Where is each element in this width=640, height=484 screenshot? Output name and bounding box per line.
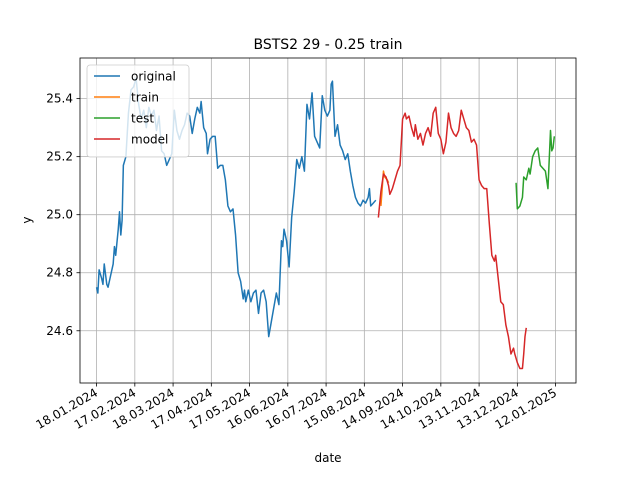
- y-tick-label: 25.2: [46, 150, 73, 164]
- x-axis-label: date: [314, 451, 341, 465]
- y-axis-ticks: 24.6 24.8 25.0 25.2 25.4: [46, 92, 80, 338]
- legend-label-test: test: [131, 112, 154, 126]
- series-line-model: [377, 106, 528, 370]
- y-tick-label: 24.8: [46, 266, 73, 280]
- legend-box: [86, 64, 190, 158]
- plot-frame: [79, 57, 577, 384]
- chart-title: BSTS2 29 - 0.25 train: [253, 37, 402, 53]
- y-tick-label: 24.6: [46, 324, 73, 338]
- series-line-test: [515, 129, 556, 210]
- y-axis-label: y: [20, 216, 34, 223]
- legend-label-original: original: [131, 70, 176, 84]
- legend-label-train: train: [131, 91, 159, 105]
- legend: original train test model: [86, 64, 190, 158]
- y-tick-label: 25.4: [46, 92, 73, 106]
- legend-label-model: model: [131, 133, 168, 147]
- y-tick-label: 25.0: [46, 208, 73, 222]
